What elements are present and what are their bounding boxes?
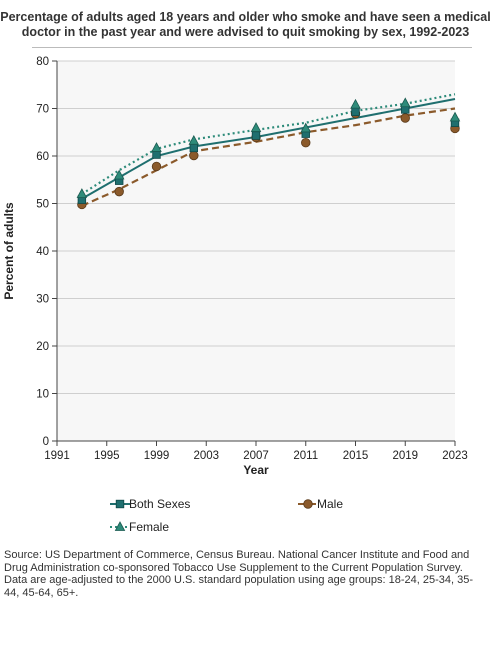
y-tick-label: 70 [36, 104, 49, 116]
legend-marker [303, 499, 313, 509]
y-tick-label: 50 [36, 199, 49, 211]
y-tick-label: 0 [43, 436, 49, 448]
x-axis-label: Year [243, 463, 269, 477]
x-tick-label: 2011 [293, 450, 318, 462]
x-tick-label: 1995 [94, 450, 120, 462]
x-tick-label: 2023 [442, 450, 468, 462]
legend-label: Female [129, 520, 169, 534]
chart-footer: Source: US Department of Commerce, Censu… [4, 549, 488, 599]
series-data-point [189, 150, 199, 161]
series-data-point [189, 143, 199, 153]
x-tick-label: 2003 [193, 450, 219, 462]
series-data-point [251, 131, 261, 140]
series-data-point [113, 169, 125, 180]
series-data-point [188, 134, 200, 145]
age-adjustment-note: Data are age-adjusted to the 2000 U.S. s… [4, 574, 474, 599]
y-axis-ticks: 0 10 20 30 40 50 60 70 80 [36, 56, 57, 448]
legend-marker [114, 521, 126, 531]
series-group [76, 93, 461, 210]
series-data-point [250, 122, 262, 132]
series-data-point [114, 186, 124, 197]
y-tick-label: 20 [36, 341, 49, 353]
x-tick-label: 1991 [44, 450, 70, 462]
x-tick-label: 1999 [144, 450, 170, 462]
x-tick-label: 2007 [243, 450, 269, 462]
legend: Both Sexes Male Female [110, 497, 343, 534]
chart-title: Percentage of adults aged 18 years and o… [0, 10, 491, 39]
y-tick-label: 80 [36, 56, 49, 68]
series-data-point [300, 122, 312, 133]
x-tick-label: 2015 [343, 450, 369, 462]
series-data-point [151, 142, 162, 152]
grid-lines [57, 60, 455, 394]
series-data-point [449, 111, 461, 122]
legend-label: Both Sexes [129, 497, 190, 511]
series-data-point [351, 107, 360, 117]
series-data-point [152, 150, 161, 159]
legend-label: Male [317, 497, 343, 511]
legend-marker [115, 499, 125, 509]
series-data-point [350, 98, 361, 109]
x-tick-label: 2019 [392, 450, 418, 462]
series-data-point [76, 188, 88, 198]
source-note: Source: US Department of Commerce, Censu… [4, 549, 470, 574]
line-chart: 0 10 20 30 40 50 60 70 80 1991 1995 1999 2003 2007 20… [2, 56, 468, 534]
series-data-point [400, 113, 410, 123]
title-divider [32, 47, 472, 48]
y-axis-label: Percent of adults [2, 202, 16, 300]
y-tick-label: 40 [36, 246, 49, 258]
y-tick-label: 10 [36, 389, 49, 401]
series-data-point [151, 161, 162, 172]
series-data-point [399, 97, 411, 108]
y-tick-label: 60 [36, 151, 49, 163]
series-data-point [301, 137, 311, 148]
y-tick-label: 30 [36, 294, 49, 306]
x-axis-ticks: 1991 1995 1999 2003 2007 2011 2015 2019 2023 [44, 441, 468, 462]
